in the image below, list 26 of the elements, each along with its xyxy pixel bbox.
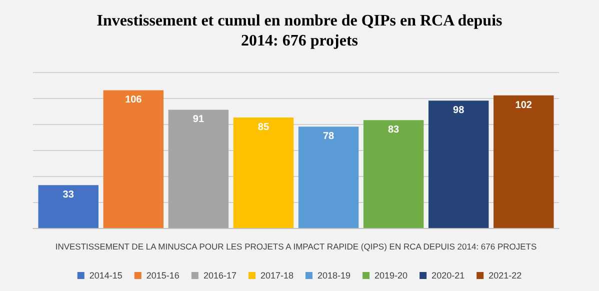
data-label: 83	[388, 124, 400, 136]
legend-label: 2015-16	[146, 270, 180, 280]
data-label: 91	[192, 114, 204, 126]
bar	[298, 126, 359, 228]
bar	[103, 90, 164, 228]
legend-label: 2016-17	[203, 270, 236, 280]
bar	[38, 185, 98, 228]
bar	[494, 95, 554, 228]
chart-title: Investissement et cumul en nombre de QIPs en RCA depuis 2014: 676 projets	[96, 12, 502, 50]
legend-label: 2021-22	[488, 270, 522, 280]
x-axis-title: INVESTISSEMENT DE LA MINUSCA POUR LES PROJETS A IMPACT RAPIDE (QIPS) EN RCA DEPUIS 2014: 676 PROJETS	[55, 242, 537, 252]
legend-label: 2020-21	[432, 270, 465, 280]
bar	[428, 100, 489, 228]
legend-label: 2014-15	[89, 270, 122, 280]
legend-label: 2017-18	[260, 270, 294, 280]
bar	[233, 118, 294, 228]
data-label: 33	[62, 190, 74, 201]
legend-label: 2019-20	[374, 270, 408, 280]
bar	[168, 110, 229, 228]
data-label: 78	[322, 131, 335, 142]
data-label: 106	[125, 94, 142, 106]
data-label: 85	[258, 122, 270, 133]
data-label: 102	[515, 100, 532, 111]
data-label: 98	[453, 105, 465, 116]
legend-label: 2018-19	[318, 270, 351, 280]
bar	[363, 120, 424, 228]
